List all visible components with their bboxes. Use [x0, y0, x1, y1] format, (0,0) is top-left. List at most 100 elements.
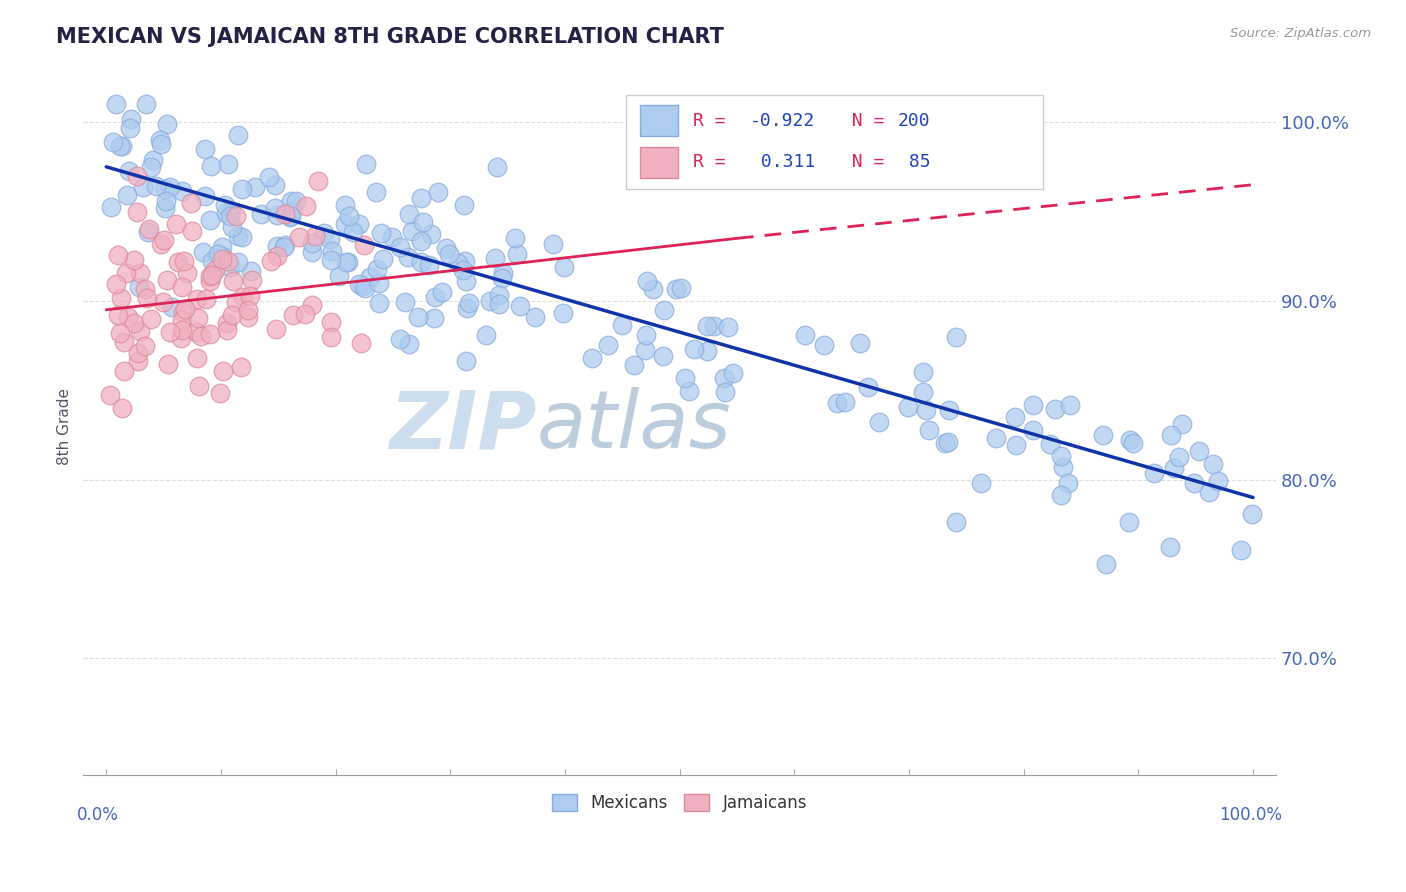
Point: [350, 279, 373, 293]
Point: [138, 222, 160, 236]
Point: [1091, 428, 1114, 442]
Point: [319, 329, 342, 343]
Point: [321, 244, 343, 258]
Point: [408, 310, 430, 324]
Point: [827, 396, 849, 410]
Point: [266, 239, 288, 253]
Point: [945, 330, 967, 344]
Point: [118, 163, 141, 178]
Point: [215, 206, 238, 220]
Point: [280, 194, 302, 208]
Point: [353, 281, 375, 295]
Point: [236, 302, 259, 317]
Point: [794, 328, 817, 343]
Point: [283, 308, 305, 322]
Point: [200, 159, 222, 173]
Point: [457, 296, 479, 310]
FancyBboxPatch shape: [626, 95, 1043, 189]
Point: [1119, 433, 1142, 447]
Point: [849, 335, 872, 350]
Point: [125, 169, 148, 184]
Point: [107, 248, 129, 262]
Point: [669, 281, 692, 295]
Point: [285, 194, 308, 208]
Point: [683, 342, 706, 356]
Legend: Mexicans, Jamaicans: Mexicans, Jamaicans: [546, 787, 814, 819]
Point: [201, 253, 224, 268]
Point: [155, 194, 177, 208]
Point: [266, 249, 288, 263]
Point: [240, 273, 263, 287]
Point: [714, 384, 737, 399]
Point: [1050, 449, 1073, 463]
Y-axis label: 8th Grade: 8th Grade: [58, 387, 72, 465]
Point: [139, 161, 162, 175]
Point: [381, 230, 404, 244]
Point: [150, 136, 173, 151]
Point: [319, 252, 342, 267]
Point: [221, 274, 243, 288]
Point: [264, 322, 287, 336]
Point: [636, 274, 658, 288]
Point: [912, 365, 935, 379]
Point: [703, 319, 725, 334]
Point: [186, 325, 208, 339]
Point: [1004, 438, 1026, 452]
Point: [596, 338, 619, 352]
Point: [280, 209, 302, 223]
Point: [162, 300, 184, 314]
Text: 85: 85: [898, 153, 931, 171]
Point: [437, 247, 460, 261]
Point: [484, 251, 506, 265]
Point: [673, 370, 696, 384]
Point: [984, 431, 1007, 445]
Text: 100.0%: 100.0%: [1219, 806, 1282, 824]
Point: [207, 246, 229, 260]
Point: [636, 328, 658, 343]
Point: [509, 299, 531, 313]
Point: [492, 266, 515, 280]
Point: [359, 269, 381, 284]
Point: [125, 204, 148, 219]
Point: [319, 232, 342, 246]
Point: [1095, 557, 1118, 571]
Point: [170, 280, 193, 294]
Point: [167, 255, 190, 269]
Point: [915, 402, 938, 417]
Point: [813, 338, 835, 352]
Point: [152, 294, 174, 309]
Point: [503, 231, 526, 245]
Point: [366, 262, 388, 277]
Point: [198, 213, 221, 227]
Point: [214, 198, 236, 212]
Point: [173, 302, 195, 317]
Point: [198, 268, 221, 283]
Point: [333, 217, 356, 231]
Point: [211, 252, 233, 266]
Point: [337, 255, 360, 269]
Point: [264, 201, 287, 215]
Point: [1230, 543, 1253, 558]
Point: [353, 237, 375, 252]
Point: [281, 204, 304, 219]
Point: [114, 266, 136, 280]
Point: [678, 384, 700, 399]
Point: [1159, 540, 1181, 554]
Point: [553, 306, 575, 320]
Point: [347, 217, 370, 231]
Point: [112, 364, 135, 378]
Point: [217, 323, 239, 337]
Point: [506, 247, 529, 261]
Text: -0.922: -0.922: [749, 112, 815, 129]
Point: [260, 253, 283, 268]
Point: [194, 142, 217, 156]
Point: [328, 268, 350, 283]
Point: [398, 207, 420, 221]
Point: [1004, 409, 1026, 424]
Point: [524, 310, 547, 325]
Point: [217, 254, 239, 268]
Point: [641, 281, 664, 295]
Point: [100, 200, 122, 214]
Point: [451, 263, 474, 277]
Point: [226, 128, 249, 142]
